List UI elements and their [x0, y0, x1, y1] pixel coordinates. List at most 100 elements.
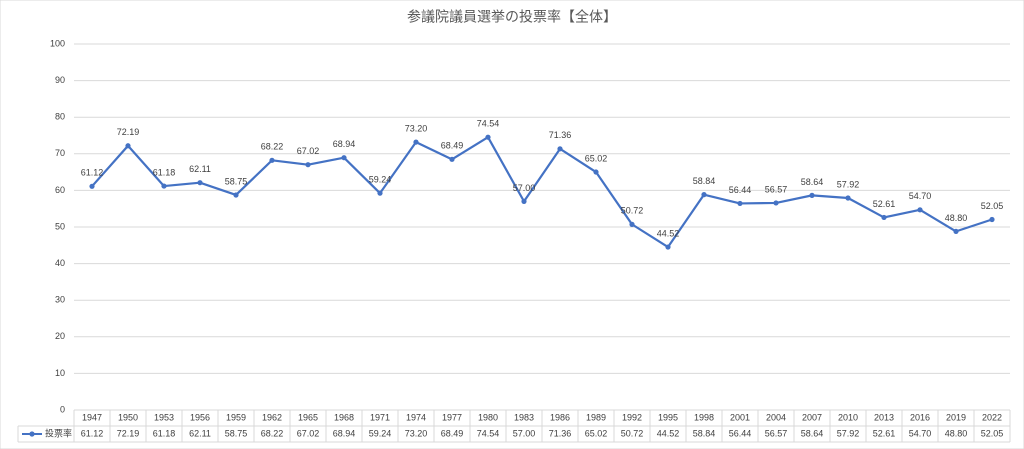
table-value: 72.19: [117, 428, 140, 438]
point: [917, 207, 923, 213]
point: [413, 139, 419, 145]
point: [737, 200, 743, 207]
x-tick-label: 2013: [874, 412, 894, 422]
data-label: 50.72: [621, 206, 644, 216]
table-value: 68.94: [333, 428, 356, 438]
point: [665, 244, 671, 250]
table-value: 58.84: [693, 428, 716, 438]
point: [953, 228, 959, 234]
point: [197, 180, 203, 186]
point: [377, 190, 383, 196]
data-label: 58.75: [225, 176, 248, 186]
point: [989, 216, 995, 223]
data-label: 58.84: [693, 176, 716, 186]
x-tick-label: 1974: [406, 412, 426, 422]
data-label: 73.20: [405, 123, 428, 133]
table-value: 48.80: [945, 428, 968, 438]
table-value: 73.20: [405, 428, 428, 438]
point: [701, 192, 707, 198]
table-value: 68.49: [441, 428, 464, 438]
series-line: [91, 136, 993, 249]
y-tick-label: 100: [50, 38, 65, 48]
table-value: 74.54: [477, 428, 500, 438]
point: [593, 169, 599, 175]
table-value: 57.00: [513, 428, 536, 438]
data-label: 71.36: [549, 130, 572, 140]
data-label: 65.02: [585, 153, 608, 163]
data-label: 59.24: [369, 175, 392, 185]
data-label: 44.52: [657, 228, 680, 238]
x-tick-label: 1986: [550, 412, 570, 422]
table-value: 56.57: [765, 428, 788, 438]
x-tick-label: 1992: [622, 412, 642, 422]
y-tick-label: 70: [55, 148, 65, 158]
x-tick-label: 1998: [694, 412, 714, 422]
x-tick-label: 1950: [118, 412, 138, 422]
legend-label: 投票率: [45, 427, 72, 438]
x-tick-label: 2019: [946, 412, 966, 422]
data-label: 48.80: [945, 213, 968, 223]
data-label: 57.00: [513, 183, 536, 193]
data-label: 68.22: [261, 142, 284, 152]
point: [881, 214, 887, 221]
table-value: 52.05: [981, 428, 1004, 438]
data-label: 58.64: [801, 177, 824, 187]
x-tick-label: 2007: [802, 412, 822, 422]
table-value: 62.11: [189, 428, 211, 438]
x-tick-label: 2001: [730, 412, 750, 422]
table-value: 71.36: [549, 428, 572, 438]
table-value: 52.61: [873, 428, 896, 438]
y-tick-label: 20: [55, 331, 65, 341]
data-label: 68.94: [333, 139, 356, 149]
data-label: 68.49: [441, 141, 464, 151]
x-tick-label: 1959: [226, 412, 246, 422]
point: [305, 162, 311, 168]
point: [557, 146, 563, 152]
x-tick-label: 1977: [442, 412, 462, 422]
table-value: 59.24: [369, 428, 392, 438]
point: [521, 198, 527, 204]
table-value: 65.02: [585, 428, 608, 438]
x-tick-label: 1983: [514, 412, 534, 422]
data-label: 62.11: [189, 164, 211, 174]
x-tick-label: 1968: [334, 412, 354, 422]
table-value: 58.75: [225, 428, 248, 438]
y-tick-label: 90: [55, 75, 65, 85]
legend-marker: [29, 431, 35, 437]
point: [809, 192, 815, 198]
y-tick-label: 0: [60, 404, 65, 414]
x-tick-label: 1956: [190, 412, 210, 422]
x-tick-label: 2016: [910, 412, 930, 422]
table-value: 67.02: [297, 428, 320, 438]
x-tick-label: 1989: [586, 412, 606, 422]
x-tick-label: 2004: [766, 412, 786, 422]
y-tick-label: 50: [55, 221, 65, 231]
table-value: 54.70: [909, 428, 932, 438]
point: [341, 155, 347, 161]
data-label: 52.05: [981, 201, 1004, 211]
x-tick-label: 1947: [82, 412, 102, 422]
y-tick-label: 40: [55, 258, 65, 268]
y-tick-label: 80: [55, 112, 65, 122]
data-label: 74.54: [477, 119, 500, 129]
data-label: 72.19: [117, 127, 140, 137]
y-tick-label: 60: [55, 185, 65, 195]
x-tick-label: 1965: [298, 412, 318, 422]
table-value: 61.12: [81, 428, 104, 438]
x-tick-label: 2022: [982, 412, 1002, 422]
table-value: 68.22: [261, 428, 284, 438]
data-label: 61.18: [153, 167, 176, 177]
point: [161, 183, 167, 189]
x-tick-label: 1962: [262, 412, 282, 422]
data-label: 61.12: [81, 168, 104, 178]
data-label: 67.02: [297, 146, 320, 156]
table-value: 61.18: [153, 428, 176, 438]
data-label: 54.70: [909, 191, 932, 201]
point: [233, 192, 239, 198]
table-value: 50.72: [621, 428, 644, 438]
data-label: 57.92: [837, 179, 860, 189]
y-tick-label: 10: [55, 368, 65, 378]
point: [89, 183, 95, 189]
table-value: 44.52: [657, 428, 680, 438]
